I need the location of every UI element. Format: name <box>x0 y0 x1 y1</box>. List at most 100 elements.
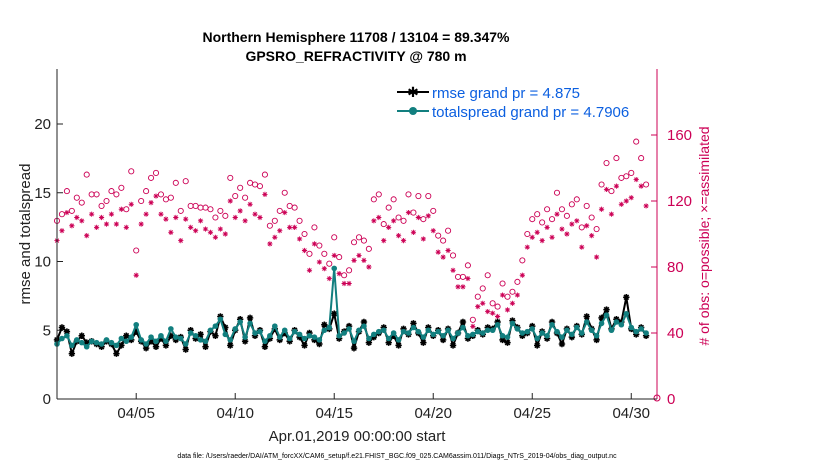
obs-possible-point <box>583 202 590 209</box>
obs-possible-point <box>573 196 580 203</box>
totalspread-point <box>618 321 625 328</box>
obs-possible-point <box>306 250 313 257</box>
obs-assimilated-point <box>296 236 303 242</box>
obs-assimilated-point <box>311 241 318 247</box>
obs-possible-point <box>548 216 556 223</box>
totalspread-point <box>465 332 471 339</box>
totalspread-point <box>88 338 95 345</box>
obs-assimilated-point <box>514 292 520 298</box>
y-axis-label: rmse and totalspread <box>17 164 34 305</box>
obs-assimilated-point <box>346 280 352 287</box>
obs-possible-point <box>271 217 278 224</box>
totalspread-point <box>276 334 283 340</box>
totalspread-point <box>301 335 308 342</box>
rmse-point <box>449 342 457 349</box>
obs-possible-point <box>593 225 600 233</box>
totalspread-point <box>242 334 248 340</box>
obs-assimilated-point <box>158 211 164 217</box>
totalspread-point <box>93 339 100 346</box>
obs-assimilated-point <box>74 214 80 221</box>
axes-group: 0 5 10 15 20 0 40 80 120 160 04/05 04/10 04/15 04/20 0… <box>34 116 692 422</box>
obs-possible-point <box>73 194 80 201</box>
rmse-point <box>499 336 506 344</box>
obs-assimilated-point <box>391 218 397 224</box>
totalspread-point <box>356 327 362 334</box>
obs-possible-point <box>459 273 466 280</box>
obs-assimilated-point <box>603 186 610 193</box>
y-tick-label: 20 <box>34 116 51 133</box>
obs-possible-point <box>440 237 447 244</box>
obs-possible-point <box>385 204 392 211</box>
obs-possible-point <box>568 201 575 208</box>
y2-tick-label: 0 <box>667 391 675 408</box>
rmse-point <box>78 332 85 339</box>
chart-subtitle: GPSRO_REFRACTIVITY @ 780 m <box>245 48 466 64</box>
obs-possible-point <box>360 237 367 244</box>
obs-possible-point <box>425 192 432 200</box>
obs-assimilated-point <box>435 249 441 255</box>
totalspread-point <box>311 334 318 340</box>
rmse-point <box>360 318 368 326</box>
obs-assimilated-point <box>336 271 342 277</box>
obs-possible-point <box>242 194 249 201</box>
obs-possible-point <box>514 278 521 285</box>
rmse-point <box>583 313 590 320</box>
obs-possible-point <box>563 212 570 219</box>
obs-assimilated-point <box>420 236 426 242</box>
y-tick-label: 15 <box>34 185 51 202</box>
obs-assimilated-point <box>262 191 268 197</box>
y-tick-label: 5 <box>43 322 51 339</box>
obs-assimilated-point <box>366 264 372 270</box>
rmse-point <box>246 314 254 322</box>
obs-possible-point <box>558 206 566 213</box>
totalspread-point <box>59 335 65 342</box>
obs-possible-point <box>311 224 318 231</box>
series-layer <box>53 138 661 402</box>
rmse-point <box>350 344 358 352</box>
obs-possible-point <box>405 191 412 198</box>
obs-assimilated-point <box>108 211 115 217</box>
totalspread-point <box>207 327 214 334</box>
totalspread-point <box>168 326 174 332</box>
rmse-point <box>162 342 170 349</box>
rmse-point <box>459 318 467 326</box>
totalspread-point <box>633 328 640 335</box>
totalspread-point <box>608 327 615 334</box>
obs-possible-point <box>479 285 486 292</box>
totalspread-point <box>78 339 85 346</box>
totalspread-point <box>385 335 392 342</box>
totalspread-point <box>197 337 204 343</box>
obs-possible-point <box>608 188 615 195</box>
obs-possible-point <box>499 280 506 287</box>
totalspread-point <box>643 330 649 336</box>
obs-possible-point <box>524 230 531 238</box>
totalspread-point <box>202 338 209 345</box>
obs-assimilated-point <box>267 241 273 247</box>
obs-assimilated-point <box>381 238 387 244</box>
totalspread-point <box>351 338 357 345</box>
obs-assimilated-point <box>623 198 629 204</box>
totalspread-point <box>108 339 115 346</box>
totalspread-point <box>252 330 258 336</box>
obs-assimilated-point <box>148 200 154 206</box>
obs-possible-point <box>301 230 308 238</box>
obs-assimilated-point <box>202 226 209 232</box>
totalspread-point <box>316 337 323 343</box>
obs-possible-point <box>98 202 105 209</box>
obs-possible-point <box>217 207 224 214</box>
obs-possible-point <box>128 168 135 175</box>
totalspread-point <box>534 335 540 342</box>
obs-assimilated-point <box>173 214 179 221</box>
totalspread-point <box>578 330 585 336</box>
obs-possible-point <box>143 188 150 195</box>
obs-assimilated-point <box>618 201 624 207</box>
totalspread-point <box>380 327 387 334</box>
obs-assimilated-point <box>395 233 402 239</box>
obs-assimilated-point <box>584 223 590 229</box>
totalspread-point <box>123 338 130 345</box>
totalspread-point <box>623 310 630 317</box>
totalspread-point <box>227 337 234 343</box>
obs-assimilated-point <box>400 238 407 244</box>
totalspread-point <box>366 335 372 342</box>
obs-possible-point <box>167 194 174 201</box>
